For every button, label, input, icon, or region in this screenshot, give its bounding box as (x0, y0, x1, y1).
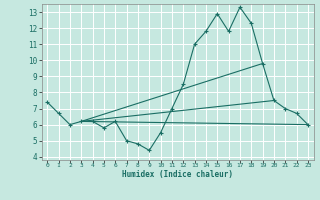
X-axis label: Humidex (Indice chaleur): Humidex (Indice chaleur) (122, 170, 233, 179)
